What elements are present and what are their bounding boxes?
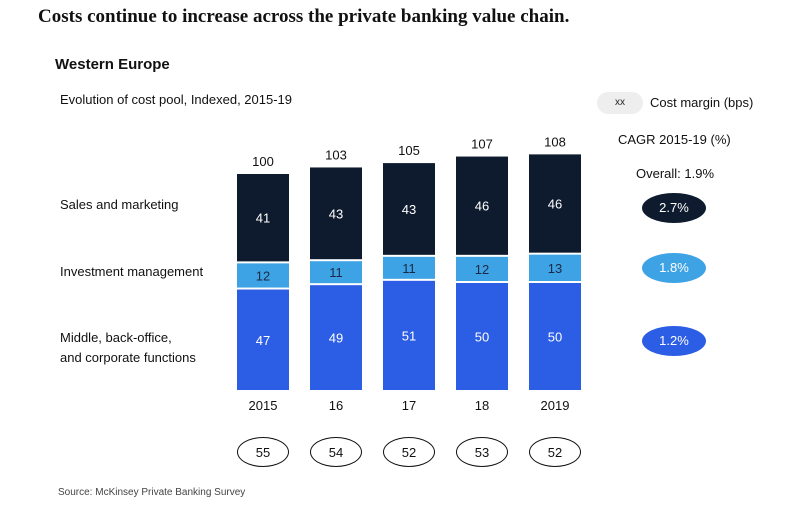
data-label-middle-office-1: 49	[329, 331, 343, 346]
cost-margin-4: 52	[529, 437, 581, 467]
bar-investment-2	[383, 256, 435, 279]
headline: Costs continue to increase across the pr…	[38, 6, 570, 27]
category-label-1: 16	[329, 398, 343, 413]
bar-middle-office-2	[383, 280, 435, 390]
data-label-sales-1: 43	[329, 206, 343, 221]
cagr-overall: Overall: 1.9%	[636, 166, 715, 181]
bar-sales-1	[310, 167, 362, 260]
bar-middle-office-3	[456, 283, 508, 390]
bar-investment-3	[456, 256, 508, 281]
subtitle-main: Evolution of cost pool,	[60, 92, 188, 107]
data-label-investment-2: 11	[402, 261, 416, 276]
data-label-sales-4: 46	[548, 197, 562, 212]
bar-sales-4	[529, 154, 581, 253]
bar-sales-0	[237, 174, 289, 262]
total-label-2: 105	[398, 143, 420, 158]
category-label-0: 2015	[249, 398, 278, 413]
row-label-middle: Middle, back-office, and corporate funct…	[60, 328, 196, 368]
data-label-middle-office-3: 50	[475, 330, 489, 345]
bar-middle-office-1	[310, 285, 362, 390]
data-label-middle-office-0: 47	[256, 333, 270, 348]
bar-sales-3	[456, 156, 508, 255]
data-label-investment-1: 11	[329, 265, 343, 280]
legend-label: Cost margin (bps)	[650, 95, 754, 110]
data-label-sales-3: 46	[475, 199, 489, 214]
total-label-3: 107	[471, 137, 493, 152]
subtitle-detail: Indexed, 2015-19	[187, 92, 293, 107]
category-label-2: 17	[402, 398, 416, 413]
cagr-badge-middle: 1.2%	[642, 326, 706, 356]
data-label-sales-0: 41	[256, 211, 270, 226]
row-label-middle-line2: and corporate functions	[60, 350, 196, 365]
bar-investment-1	[310, 261, 362, 284]
data-label-investment-4: 13	[548, 261, 562, 276]
total-label-1: 103	[325, 147, 347, 162]
cost-margin-1: 54	[310, 437, 362, 467]
cagr-badge-sales: 2.7%	[642, 193, 706, 223]
row-label-sales: Sales and marketing	[60, 197, 179, 212]
data-label-investment-0: 12	[256, 268, 270, 283]
bar-middle-office-0	[237, 289, 289, 390]
bar-investment-0	[237, 263, 289, 288]
total-label-0: 100	[252, 154, 274, 169]
bar-investment-4	[529, 254, 581, 281]
cagr-badge-investment: 1.8%	[642, 253, 706, 283]
source-note: Source: McKinsey Private Banking Survey	[58, 487, 246, 498]
cost-margin-0: 55	[237, 437, 289, 467]
row-label-middle-line1: Middle, back-office,	[60, 330, 172, 345]
data-label-middle-office-2: 51	[402, 328, 416, 343]
bar-middle-office-4	[529, 283, 581, 390]
cost-margin-3: 53	[456, 437, 508, 467]
chart-subtitle: Evolution of cost pool, Indexed, 2015-19	[60, 92, 292, 107]
category-label-4: 2019	[541, 398, 570, 413]
data-label-middle-office-4: 50	[548, 330, 562, 345]
cost-margin-2: 52	[383, 437, 435, 467]
data-label-sales-2: 43	[402, 202, 416, 217]
bar-sales-2	[383, 163, 435, 255]
row-label-investment: Investment management	[60, 264, 204, 279]
legend-pill: xx	[597, 92, 643, 114]
total-label-4: 108	[544, 134, 566, 149]
category-label-3: 18	[475, 398, 489, 413]
cagr-title: CAGR 2015-19 (%)	[618, 132, 731, 147]
data-label-investment-3: 12	[475, 262, 489, 277]
region-title: Western Europe	[55, 56, 170, 73]
